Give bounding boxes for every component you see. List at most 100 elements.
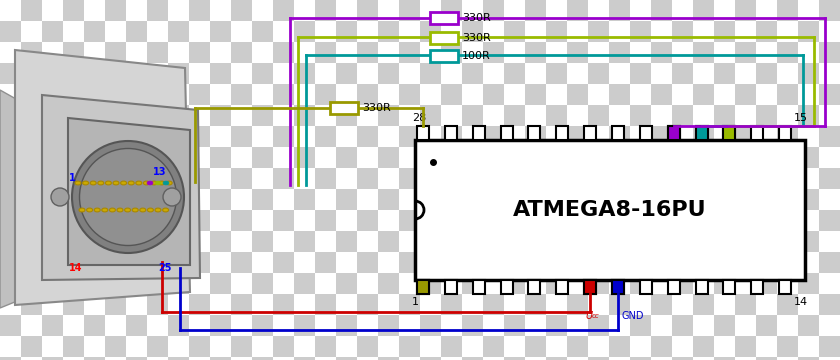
Bar	[273, 210, 294, 231]
Bar	[357, 315, 378, 336]
Bar	[777, 84, 798, 105]
Bar	[252, 294, 273, 315]
Bar	[84, 273, 105, 294]
Bar	[105, 294, 126, 315]
Bar	[609, 63, 630, 84]
Bar	[528, 280, 540, 294]
Bar	[126, 42, 147, 63]
Bar	[378, 294, 399, 315]
Bar	[378, 105, 399, 126]
Bar	[315, 0, 336, 21]
Bar	[231, 294, 252, 315]
Bar	[417, 280, 429, 294]
Bar	[252, 105, 273, 126]
Bar	[210, 84, 231, 105]
Bar	[756, 294, 777, 315]
Bar	[336, 210, 357, 231]
Bar	[546, 357, 567, 360]
Bar	[63, 147, 84, 168]
Bar	[504, 63, 525, 84]
Bar	[315, 126, 336, 147]
Bar	[546, 147, 567, 168]
Bar	[546, 21, 567, 42]
Bar	[399, 357, 420, 360]
Bar	[399, 147, 420, 168]
Bar	[105, 252, 126, 273]
Bar	[462, 21, 483, 42]
Bar	[42, 315, 63, 336]
Bar	[693, 42, 714, 63]
Bar	[126, 84, 147, 105]
Bar	[777, 189, 798, 210]
Bar	[21, 63, 42, 84]
Bar	[756, 42, 777, 63]
Bar	[294, 315, 315, 336]
Bar	[723, 280, 736, 294]
Bar	[777, 147, 798, 168]
Bar	[798, 84, 819, 105]
Bar	[798, 21, 819, 42]
Bar	[378, 357, 399, 360]
Bar	[567, 21, 588, 42]
Text: 28: 28	[412, 113, 426, 123]
Bar	[819, 84, 840, 105]
Bar	[819, 357, 840, 360]
Bar	[525, 126, 546, 147]
Bar	[693, 210, 714, 231]
Bar	[584, 280, 596, 294]
Bar	[462, 336, 483, 357]
Bar	[609, 105, 630, 126]
Bar	[252, 147, 273, 168]
Polygon shape	[0, 90, 32, 308]
Bar	[567, 294, 588, 315]
Bar	[417, 126, 429, 140]
Bar	[798, 168, 819, 189]
Bar	[798, 315, 819, 336]
Ellipse shape	[72, 141, 184, 253]
Bar	[294, 210, 315, 231]
Bar	[546, 210, 567, 231]
Bar	[609, 147, 630, 168]
Bar	[84, 63, 105, 84]
Bar	[651, 210, 672, 231]
Bar	[651, 84, 672, 105]
Bar	[0, 21, 21, 42]
Bar	[735, 63, 756, 84]
Bar	[714, 189, 735, 210]
Bar	[668, 126, 680, 140]
Bar	[462, 189, 483, 210]
Bar	[315, 210, 336, 231]
Bar	[273, 273, 294, 294]
Bar	[0, 168, 21, 189]
Ellipse shape	[105, 181, 112, 185]
Bar	[294, 21, 315, 42]
Bar	[84, 231, 105, 252]
Bar	[588, 105, 609, 126]
Bar	[0, 294, 21, 315]
Bar	[819, 294, 840, 315]
Bar	[420, 273, 441, 294]
Bar	[168, 126, 189, 147]
Bar	[357, 357, 378, 360]
Bar	[751, 126, 764, 140]
Ellipse shape	[163, 181, 169, 185]
Bar	[441, 294, 462, 315]
Bar	[668, 280, 680, 294]
Bar	[210, 147, 231, 168]
Bar	[399, 84, 420, 105]
Ellipse shape	[113, 181, 119, 185]
Bar	[63, 252, 84, 273]
Bar	[651, 315, 672, 336]
Bar	[756, 315, 777, 336]
Bar	[696, 280, 707, 294]
Bar	[336, 252, 357, 273]
Bar	[696, 126, 707, 140]
Bar	[252, 168, 273, 189]
Bar	[357, 105, 378, 126]
Bar	[147, 21, 168, 42]
Bar	[420, 21, 441, 42]
Bar	[693, 21, 714, 42]
Bar	[231, 63, 252, 84]
Bar	[735, 105, 756, 126]
Bar	[567, 147, 588, 168]
